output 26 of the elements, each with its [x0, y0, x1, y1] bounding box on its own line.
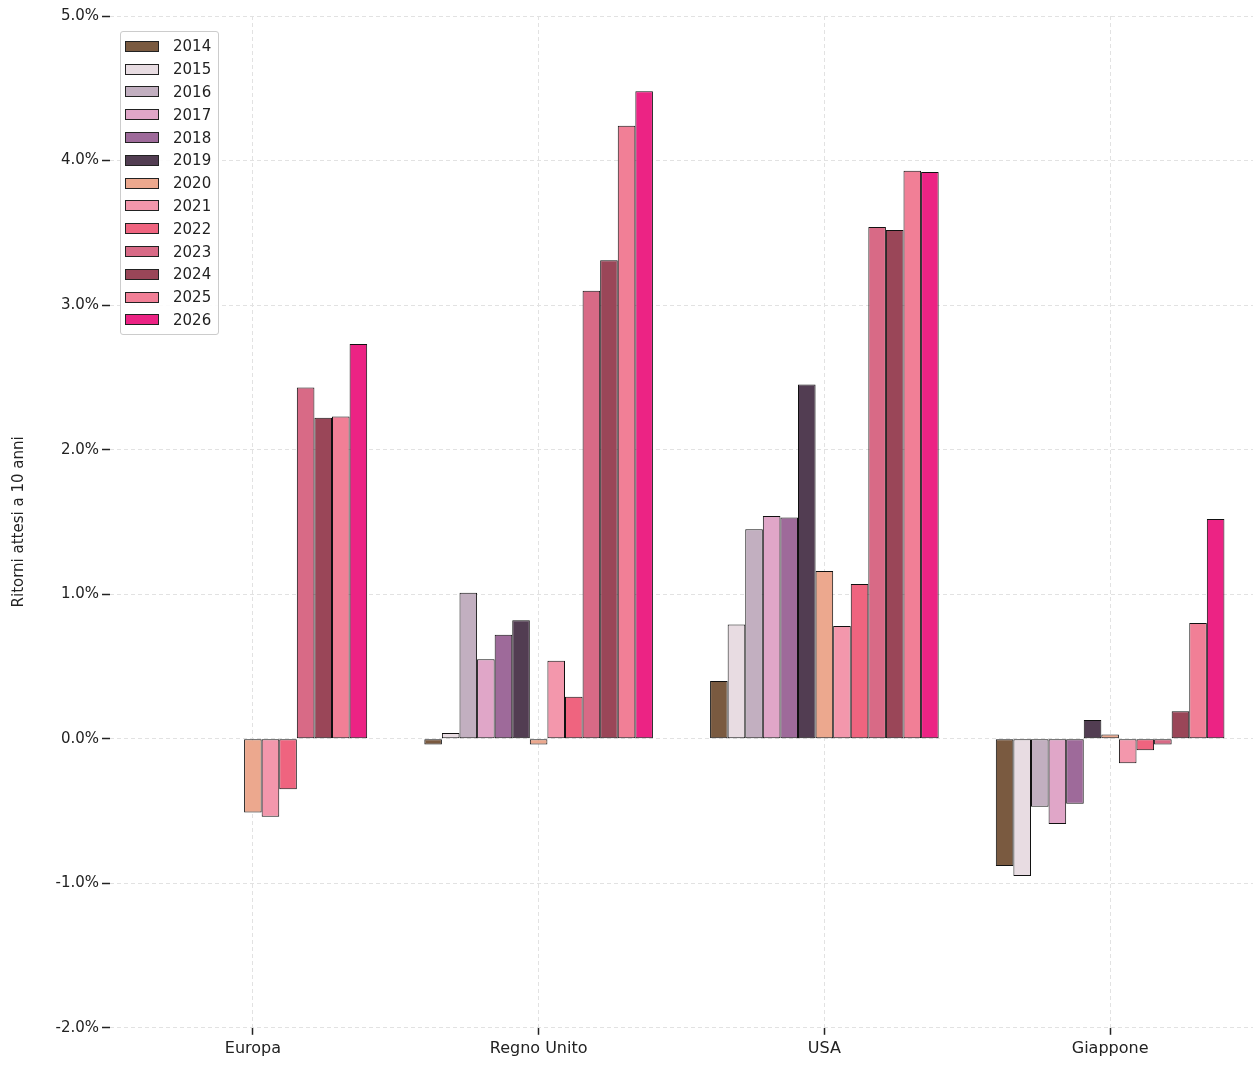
y-tick-label: 1.0%	[60, 584, 99, 603]
legend-label: 2024	[173, 265, 212, 284]
y-tick-label: 5.0%	[60, 5, 99, 24]
y-tick-label: 4.0%	[60, 150, 99, 169]
y-tick-label: -2.0%	[55, 1017, 99, 1036]
legend-label: 2019	[173, 151, 212, 170]
legend-label: 2015	[173, 60, 212, 79]
legend-label: 2020	[173, 174, 212, 193]
x-tick-label: Europa	[224, 1037, 281, 1057]
legend-label: 2017	[173, 105, 212, 124]
x-tick-label: Giappone	[1071, 1037, 1149, 1057]
legend-label: 2022	[173, 219, 212, 238]
x-tick-label: USA	[807, 1037, 841, 1057]
y-axis-title: Ritorni attesi a 10 anni	[8, 436, 27, 608]
legend-label: 2025	[173, 288, 212, 307]
x-tick-label: Regno Unito	[489, 1037, 588, 1057]
legend-label: 2026	[173, 310, 212, 329]
legend-label: 2023	[173, 242, 212, 261]
legend-label: 2018	[173, 128, 212, 147]
y-tick-label: -1.0%	[55, 873, 99, 892]
y-tick-label: 2.0%	[60, 439, 99, 458]
y-tick-label: 0.0%	[60, 728, 99, 747]
y-tick-label: 3.0%	[60, 294, 99, 313]
legend-label: 2021	[173, 196, 212, 215]
legend-label: 2016	[173, 82, 212, 101]
legend-label: 2014	[173, 37, 212, 56]
